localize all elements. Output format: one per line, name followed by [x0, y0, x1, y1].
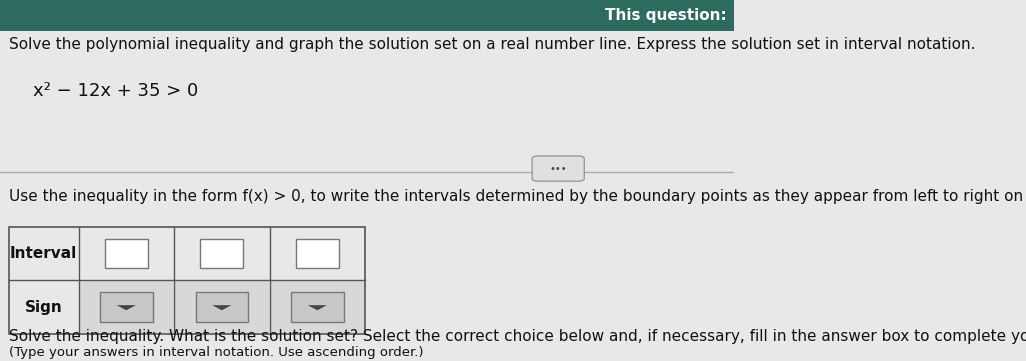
FancyBboxPatch shape	[532, 156, 584, 181]
Text: Interval: Interval	[10, 246, 77, 261]
Text: (Type your answers in interval notation. Use ascending order.): (Type your answers in interval notation.…	[9, 346, 424, 359]
Text: x² − 12x + 35 > 0: x² − 12x + 35 > 0	[33, 82, 198, 100]
FancyBboxPatch shape	[200, 239, 243, 269]
Text: Use the inequality in the form f(x) > 0, to write the intervals determined by th: Use the inequality in the form f(x) > 0,…	[9, 189, 1026, 204]
Text: •••: •••	[549, 164, 567, 174]
Text: Sign: Sign	[25, 300, 63, 314]
Polygon shape	[117, 305, 135, 310]
Text: Solve the polynomial inequality and graph the solution set on a real number line: Solve the polynomial inequality and grap…	[9, 37, 976, 52]
Polygon shape	[212, 305, 231, 310]
FancyBboxPatch shape	[79, 281, 173, 333]
FancyBboxPatch shape	[295, 239, 339, 269]
FancyBboxPatch shape	[196, 292, 248, 322]
Polygon shape	[308, 305, 327, 310]
FancyBboxPatch shape	[291, 292, 344, 322]
Text: This question:: This question:	[605, 8, 727, 23]
Text: Solve the inequality. What is the solution set? Select the correct choice below : Solve the inequality. What is the soluti…	[9, 329, 1026, 344]
FancyBboxPatch shape	[101, 292, 153, 322]
FancyBboxPatch shape	[270, 281, 364, 333]
FancyBboxPatch shape	[105, 239, 148, 269]
FancyBboxPatch shape	[0, 0, 735, 31]
FancyBboxPatch shape	[174, 281, 269, 333]
